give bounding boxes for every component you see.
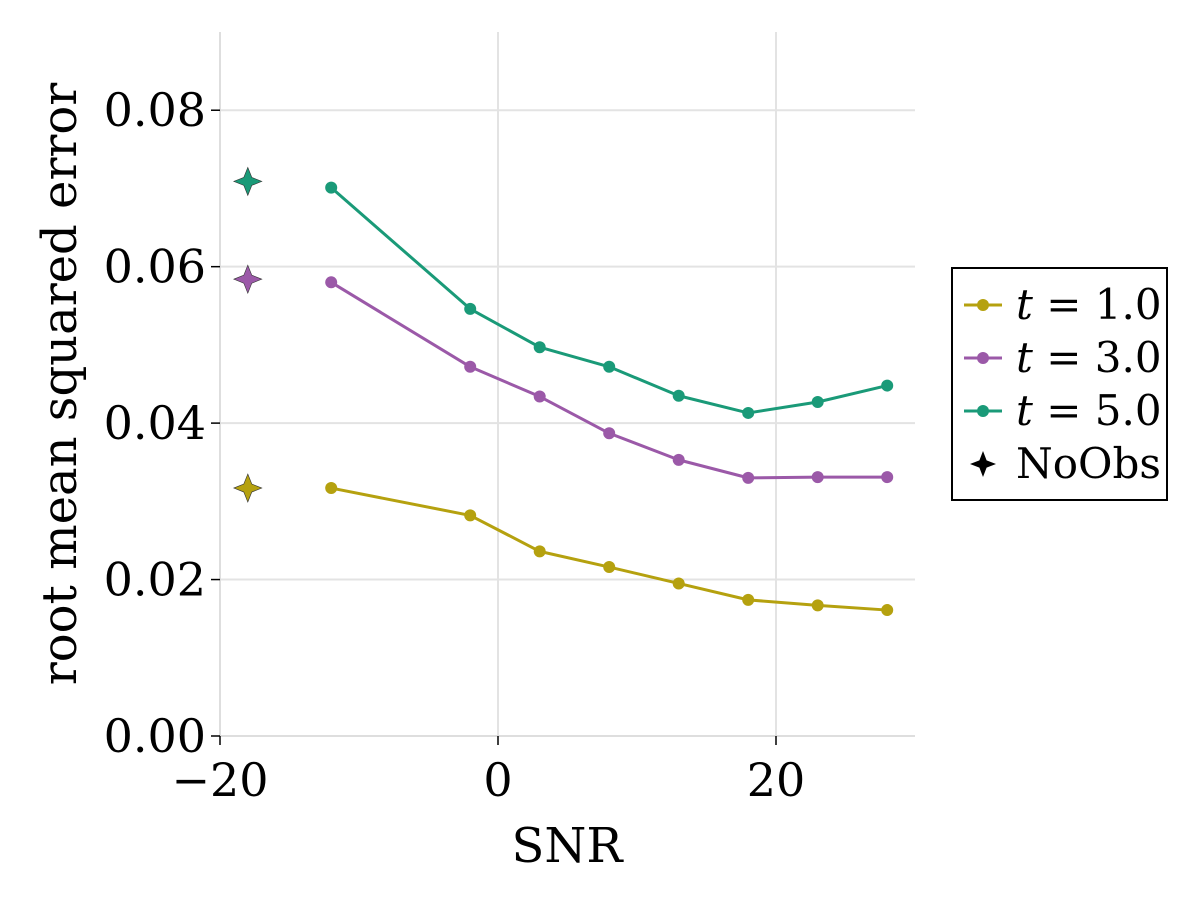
data-point — [881, 471, 894, 484]
data-point — [325, 482, 338, 495]
legend-item: t = 5.0 — [964, 386, 1162, 435]
data-point — [742, 406, 755, 419]
tick-labels: 0.00 0.02 0.04 0.06 0.08 −20 0 20 — [104, 83, 806, 807]
data-point — [533, 545, 546, 558]
data-point — [672, 577, 685, 590]
legend-label: t = 3.0 — [1016, 333, 1162, 382]
x-tick-label: −20 — [171, 753, 268, 807]
legend-marker — [977, 405, 989, 417]
series-line — [330, 281, 888, 480]
noobs-marker — [232, 166, 263, 197]
legend-item: t = 1.0 — [964, 280, 1162, 329]
data-point — [881, 604, 894, 617]
y-axis-title: root mean squared error — [32, 83, 88, 685]
legend-marker — [977, 299, 989, 311]
y-tick-label: 0.00 — [104, 709, 206, 763]
y-tick-label: 0.04 — [104, 396, 206, 450]
legend-item: NoObs — [970, 439, 1161, 488]
legend-item: t = 3.0 — [964, 333, 1162, 382]
x-axis-title: SNR — [511, 818, 624, 874]
grid — [219, 32, 915, 737]
y-tick-label: 0.02 — [104, 553, 206, 607]
legend-label: t = 5.0 — [1016, 386, 1162, 435]
data-point — [603, 360, 616, 373]
data-point — [672, 453, 685, 466]
legend-marker — [970, 451, 996, 477]
data-point — [533, 390, 546, 403]
data-point — [603, 561, 616, 574]
y-tick-label: 0.08 — [104, 83, 206, 137]
data-point — [742, 593, 755, 606]
data-point — [464, 360, 477, 373]
series-2 — [232, 264, 894, 484]
data-point — [881, 379, 894, 392]
legend-label: t = 1.0 — [1016, 280, 1162, 329]
data-point — [325, 181, 338, 194]
noobs-marker — [232, 264, 263, 294]
series-3 — [232, 166, 894, 419]
data-point — [533, 341, 546, 354]
series-1 — [232, 473, 894, 617]
data-point — [811, 599, 824, 612]
data-point — [672, 389, 685, 402]
data-point — [811, 471, 824, 484]
data-point — [325, 276, 338, 289]
data-point — [603, 427, 616, 440]
legend-label: NoObs — [1016, 439, 1161, 488]
data-point — [811, 395, 824, 408]
series-layer — [232, 166, 894, 617]
x-tick-label: 0 — [483, 753, 512, 807]
x-tick-label: 20 — [747, 753, 806, 807]
series-line — [330, 186, 888, 415]
data-point — [464, 509, 477, 522]
series-line — [330, 486, 888, 612]
axes — [211, 32, 915, 745]
data-point — [742, 471, 755, 484]
data-point — [464, 302, 477, 315]
noobs-marker — [232, 473, 263, 503]
legend-marker — [977, 352, 989, 364]
y-tick-label: 0.06 — [104, 240, 206, 294]
